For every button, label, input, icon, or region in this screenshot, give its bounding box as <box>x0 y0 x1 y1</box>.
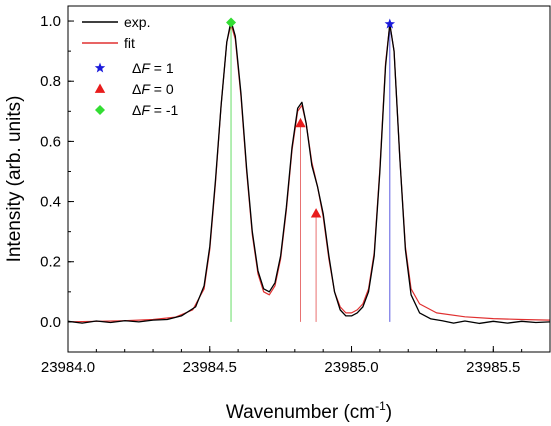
legend-label: fit <box>124 35 135 51</box>
transition-stick-lines <box>230 22 391 322</box>
legend-marker-triangle <box>94 83 106 93</box>
transition-markers <box>226 17 396 218</box>
transition-marker-triangle <box>310 208 322 218</box>
y-tick-label: 1.0 <box>40 13 61 30</box>
x-tick-label: 23985.5 <box>466 359 520 376</box>
legend-label-var: F <box>141 102 151 118</box>
x-axis-title-close: ) <box>386 402 392 423</box>
y-tick-label: 0.2 <box>40 254 61 271</box>
y-tick-label: 0.6 <box>40 133 61 150</box>
legend-label-var: F <box>141 81 151 97</box>
plot-frame <box>67 5 551 353</box>
transition-marker-diamond <box>226 17 237 28</box>
legend-label-var: F <box>141 60 151 76</box>
y-tick-label: 0.0 <box>40 314 61 331</box>
y-tick-label: 0.4 <box>40 194 61 211</box>
x-axis-title-sup: -1 <box>375 399 386 413</box>
legend-marker-diamond <box>95 105 105 115</box>
legend-label: ΔF = 1 <box>132 60 174 76</box>
x-axis-ticks: 23984.0 23984.5 23985.0 23985.5 <box>41 346 551 376</box>
legend-label-suffix: = 0 <box>150 81 174 97</box>
transition-marker-star <box>384 18 396 29</box>
legend-label-prefix: Δ <box>132 60 141 76</box>
legend-label-suffix: = -1 <box>150 102 179 118</box>
legend-label-prefix: Δ <box>132 102 141 118</box>
legend-label-suffix: = 1 <box>150 60 174 76</box>
x-tick-label: 23984.5 <box>183 359 237 376</box>
y-axis-title: Intensity (arb. units) <box>4 96 25 263</box>
legend-label: ΔF = -1 <box>132 102 179 118</box>
legend-marker-star <box>94 62 106 73</box>
transition-marker-triangle <box>295 117 306 128</box>
y-axis-ticks: 0.0 0.2 0.4 0.6 0.8 1.0 <box>40 13 74 353</box>
x-tick-label: 23984.0 <box>41 359 95 376</box>
plot-area <box>67 5 551 353</box>
x-axis-title-main: Wavenumber (cm <box>226 402 375 423</box>
y-tick-label: 0.8 <box>40 73 61 90</box>
legend-label-prefix: Δ <box>132 81 141 97</box>
legend-label: ΔF = 0 <box>132 81 174 97</box>
x-tick-label: 23985.0 <box>324 359 378 376</box>
series-layer <box>68 20 550 325</box>
legend-label: exp. <box>124 14 150 30</box>
x-axis-title: Wavenumber (cm-1) <box>226 399 392 423</box>
series-line-exp <box>68 20 550 325</box>
